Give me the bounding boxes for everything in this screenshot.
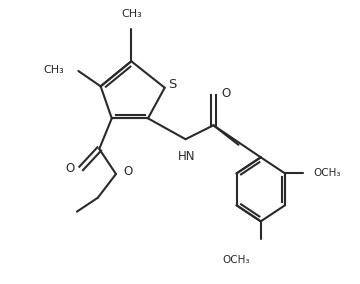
Text: CH₃: CH₃ xyxy=(121,9,141,20)
Text: S: S xyxy=(168,78,177,91)
Text: OCH₃: OCH₃ xyxy=(314,168,341,178)
Text: CH₃: CH₃ xyxy=(44,64,64,75)
Text: O: O xyxy=(221,87,230,100)
Text: O: O xyxy=(123,165,132,178)
Text: O: O xyxy=(65,162,74,175)
Text: HN: HN xyxy=(177,150,195,163)
Text: OCH₃: OCH₃ xyxy=(222,255,249,265)
